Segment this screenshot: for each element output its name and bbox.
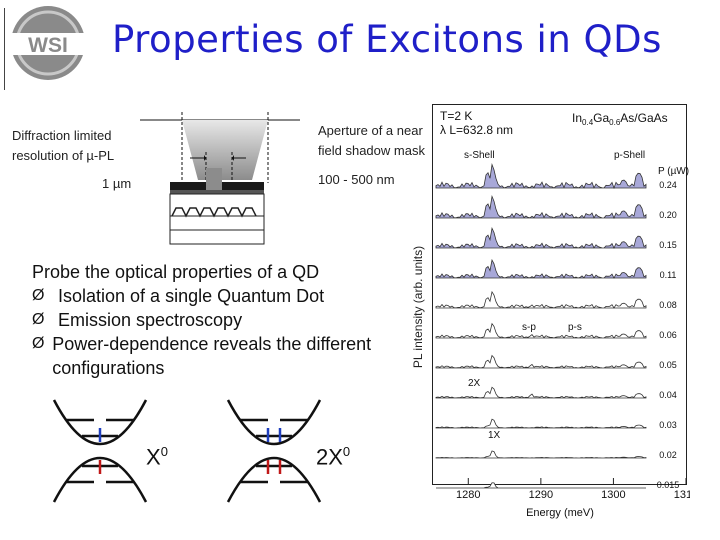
spectrum-trace (435, 450, 647, 459)
power-value-label: 0.015 (657, 480, 680, 490)
spectrum-trace (435, 354, 647, 369)
biexciton-peak-label: 2X (468, 378, 481, 389)
spectrum-trace (435, 322, 647, 339)
material-label: In0.4Ga0.6As/GaAs (572, 111, 668, 127)
logo: WSI (2, 4, 94, 86)
spectrum-trace (435, 163, 647, 190)
size-1um-label: 1 µm (102, 176, 132, 191)
exciton-peak-label: 1X (488, 430, 501, 441)
power-value-label: 0.11 (660, 270, 677, 280)
spectrum-trace (435, 386, 647, 399)
body-content: Probe the optical properties of a QD Ø Is… (32, 260, 392, 380)
s-shell-label: s-Shell (464, 150, 495, 161)
aperture-size-label: 100 - 500 nm (318, 172, 395, 187)
x-tick-label: 1280 (456, 489, 480, 501)
plot-frame (432, 104, 687, 485)
x-tick-label: 1300 (601, 489, 625, 501)
spectrum-trace (435, 194, 647, 220)
ps-transition-label: p-s (568, 322, 582, 333)
power-value-label: 0.24 (659, 180, 677, 190)
pl-spectrum-chart: 0.24 0.20 0.15 0.11 0.08 0.06 0.05 0.04 0.03 0.02… (432, 104, 690, 519)
exciton-label: X0 (146, 444, 168, 470)
biexciton-band-diagram (226, 399, 322, 503)
spectrum-trace (435, 418, 647, 429)
spectrum-trace (435, 226, 647, 249)
intro-line: Probe the optical properties of a QD (32, 262, 320, 282)
spectrum-traces: 0.24 0.20 0.15 0.11 0.08 0.06 0.05 0.04 0.03 0.02… (435, 163, 680, 490)
spectrum-trace (435, 258, 647, 279)
x-axis-label: Energy (meV) (526, 507, 594, 519)
logo-divider (4, 8, 5, 90)
bullet-item: Ø Isolation of a single Quantum Dot (32, 286, 325, 306)
spectrum-ylabel: PL intensity (arb. units) (411, 245, 425, 369)
power-value-label: 0.05 (659, 360, 677, 370)
x-tick-label: 1290 (529, 489, 553, 501)
temperature-label: T=2 K (440, 109, 472, 123)
aperture-label: Aperture of a near field shadow mask (318, 123, 425, 158)
power-value-label: 0.20 (659, 210, 677, 220)
power-value-label: 0.06 (659, 330, 677, 340)
power-value-label: 0.02 (659, 450, 677, 460)
p-shell-label: p-Shell (614, 150, 645, 161)
biexciton-label: 2X0 (316, 444, 351, 470)
power-value-label: 0.03 (659, 420, 677, 430)
wsi-logo-icon: WSI (6, 6, 90, 80)
power-value-label: 0.15 (659, 240, 677, 250)
spectrum-trace (436, 482, 646, 489)
nearfield-schematic (140, 112, 300, 245)
light-cone (182, 120, 268, 180)
slide-title: Properties of Excitons in QDs (112, 18, 662, 61)
spectrum-trace (435, 290, 647, 309)
bullet-item: Ø Emission spectroscopy (32, 310, 243, 330)
power-value-label: 0.08 (659, 300, 677, 310)
bullet-item: Ø Power-dependence reveals the different … (32, 334, 372, 378)
x-tick-label: 1310 (674, 489, 690, 501)
logo-text: WSI (28, 34, 68, 57)
sp-transition-label: s-p (522, 322, 536, 333)
laser-label: λ L=632.8 nm (440, 123, 513, 137)
x-axis-ticks: 1280 1290 1300 1310 (456, 478, 690, 501)
quantum-dot-layer (171, 207, 257, 218)
power-value-label: 0.04 (659, 390, 677, 400)
diffraction-label: Diffraction limited resolution of µ-PL (12, 128, 115, 163)
exciton-band-diagram (52, 399, 148, 503)
power-unit-label: P (µW) (658, 166, 689, 177)
